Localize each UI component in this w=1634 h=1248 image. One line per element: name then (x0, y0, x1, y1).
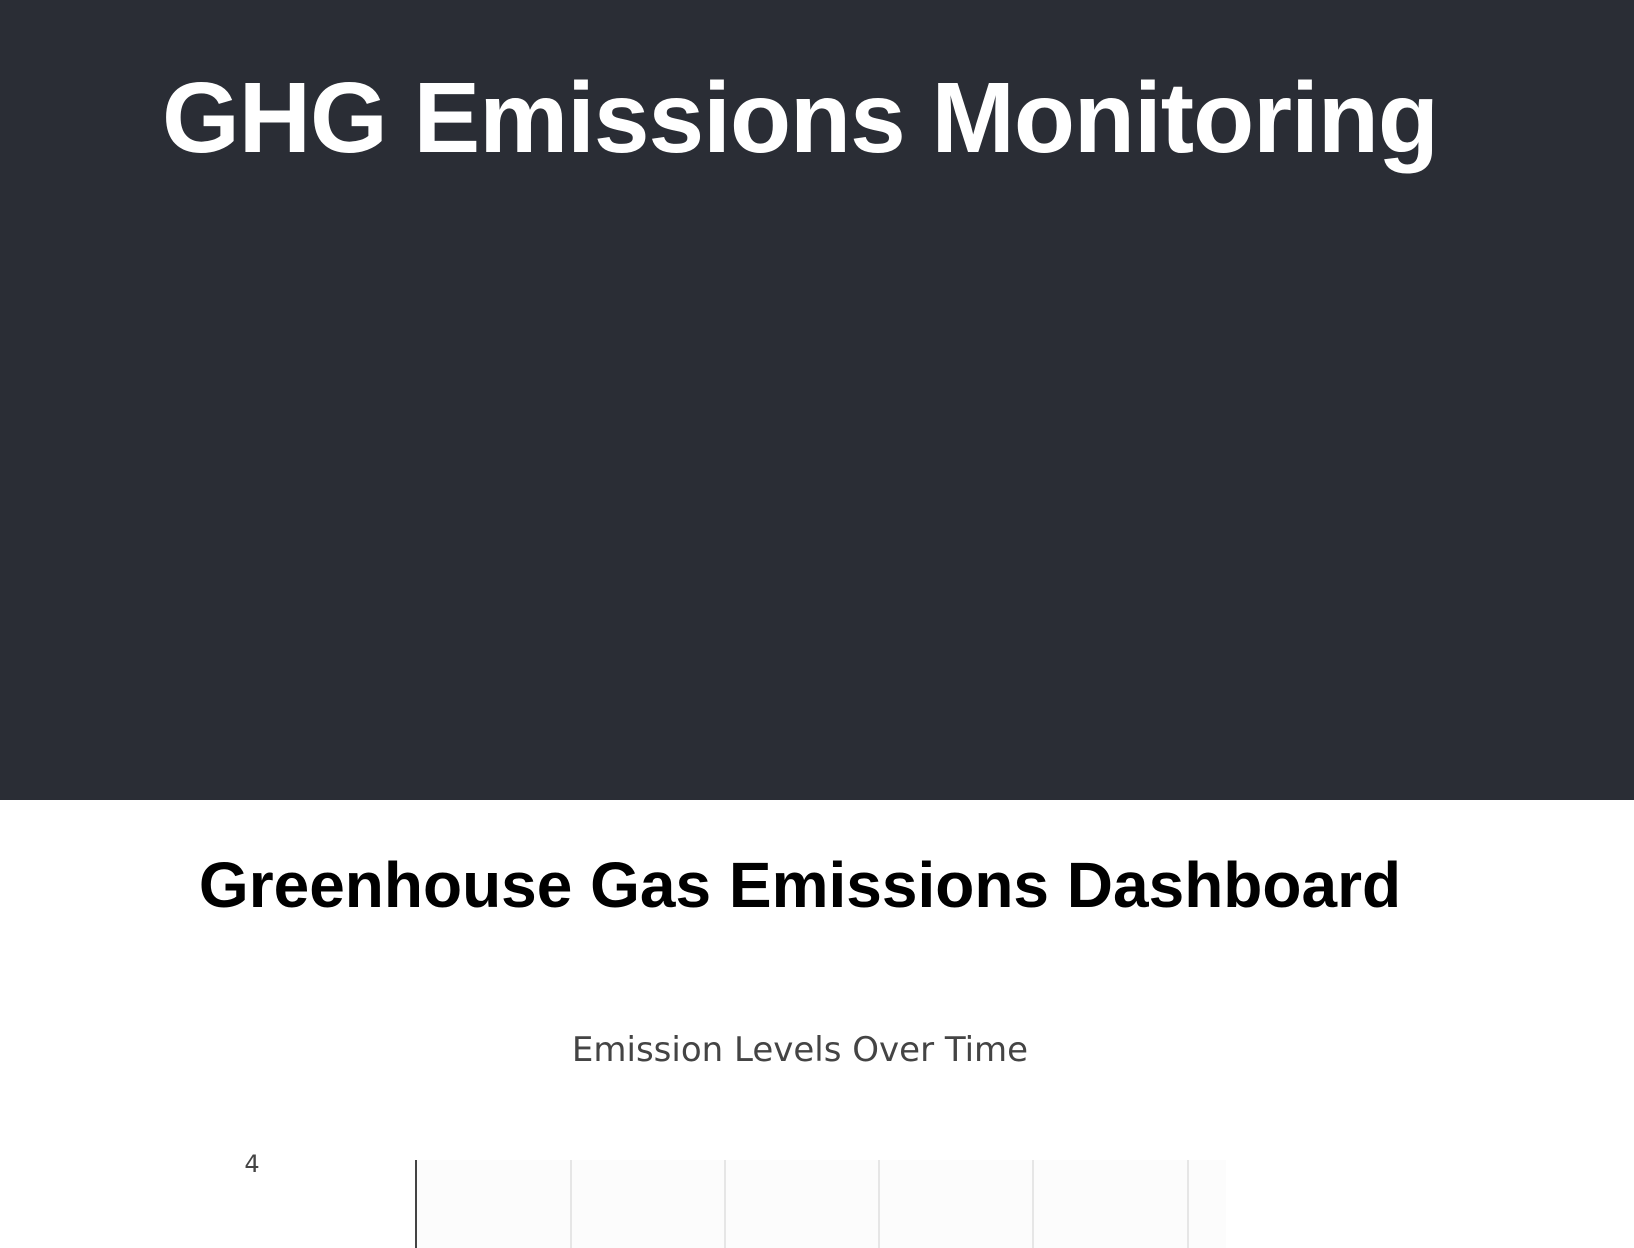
page-title: GHG Emissions Monitoring (161, 62, 1439, 174)
y-tick-label: 4 (244, 1150, 259, 1178)
chart-svg: 4 (244, 1150, 1226, 1248)
emission-chart: 4 (0, 1140, 1634, 1248)
plot-background (416, 1160, 1226, 1248)
dashboard-title: Greenhouse Gas Emissions Dashboard (198, 849, 1402, 921)
chart-title: Emission Levels Over Time (571, 1030, 1029, 1070)
hero-banner: GHG Emissions Monitoring (0, 0, 1634, 800)
